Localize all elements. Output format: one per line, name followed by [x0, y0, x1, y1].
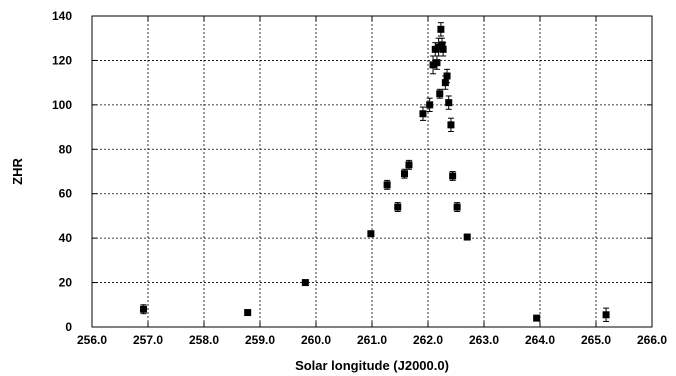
point-marker — [394, 203, 402, 211]
x-tick-label: 263.0 — [469, 333, 499, 347]
point-marker — [419, 110, 427, 118]
data-point — [394, 202, 402, 212]
x-tick-label: 260.0 — [301, 333, 331, 347]
point-marker — [405, 161, 413, 169]
data-point — [449, 171, 457, 181]
point-marker — [437, 25, 445, 33]
point-marker — [426, 101, 434, 109]
data-point — [405, 159, 413, 170]
x-tick-label: 261.0 — [357, 333, 387, 347]
point-marker — [367, 230, 375, 238]
data-point — [453, 202, 461, 212]
data-point — [445, 95, 453, 110]
point-marker — [433, 59, 441, 67]
y-tick-label: 20 — [59, 276, 73, 290]
x-tick-label: 265.0 — [581, 333, 611, 347]
y-tick-label: 120 — [52, 53, 72, 67]
point-marker — [443, 72, 451, 80]
y-tick-label: 0 — [65, 320, 72, 334]
data-point — [447, 117, 455, 133]
data-points — [140, 22, 610, 322]
point-marker — [140, 305, 148, 313]
y-axis-title: ZHR — [10, 158, 25, 185]
data-point — [436, 88, 444, 99]
point-marker — [436, 90, 444, 98]
point-marker — [301, 279, 309, 287]
x-axis-title: Solar longitude (J2000.0) — [295, 358, 449, 373]
x-tick-label: 258.0 — [189, 333, 219, 347]
y-tick-label: 40 — [59, 231, 73, 245]
data-point — [602, 307, 610, 322]
data-point — [437, 22, 445, 37]
point-marker — [429, 61, 437, 69]
point-marker — [400, 170, 408, 178]
point-marker — [453, 203, 461, 211]
point-marker — [463, 233, 471, 241]
data-point — [244, 309, 252, 317]
point-marker — [533, 314, 541, 322]
point-marker — [449, 172, 457, 180]
y-tick-label: 60 — [59, 187, 73, 201]
x-tick-label: 262.0 — [413, 333, 443, 347]
data-point — [439, 42, 447, 57]
data-point — [301, 279, 309, 287]
data-point — [533, 314, 541, 322]
point-marker — [438, 41, 446, 49]
x-tick-label: 266.0 — [637, 333, 667, 347]
point-marker — [445, 99, 453, 107]
grid-lines — [92, 16, 652, 327]
data-point — [367, 230, 375, 238]
data-point — [426, 97, 434, 113]
data-point — [140, 304, 148, 315]
point-marker — [439, 45, 447, 53]
x-tick-label: 257.0 — [133, 333, 163, 347]
y-tick-label: 140 — [52, 9, 72, 23]
plot-frame — [91, 15, 653, 328]
y-tick-label: 80 — [59, 142, 73, 156]
y-tick-label: 100 — [52, 98, 72, 112]
point-marker — [602, 311, 610, 319]
x-tick-label: 259.0 — [245, 333, 275, 347]
point-marker — [447, 121, 455, 129]
data-point — [419, 106, 427, 121]
x-tick-label: 256.0 — [77, 333, 107, 347]
point-marker — [244, 309, 252, 317]
data-point — [463, 233, 471, 241]
x-tick-labels: 256.0 257.0 258.0 259.0 260.0 261.0 262.0 263.0… — [77, 333, 667, 347]
data-point — [400, 168, 408, 179]
data-point — [443, 68, 451, 84]
x-tick-label: 264.0 — [525, 333, 555, 347]
y-tick-labels: 0 20 40 60 80 100 120 140 — [52, 9, 72, 334]
data-point — [383, 179, 391, 190]
point-marker — [383, 181, 391, 189]
